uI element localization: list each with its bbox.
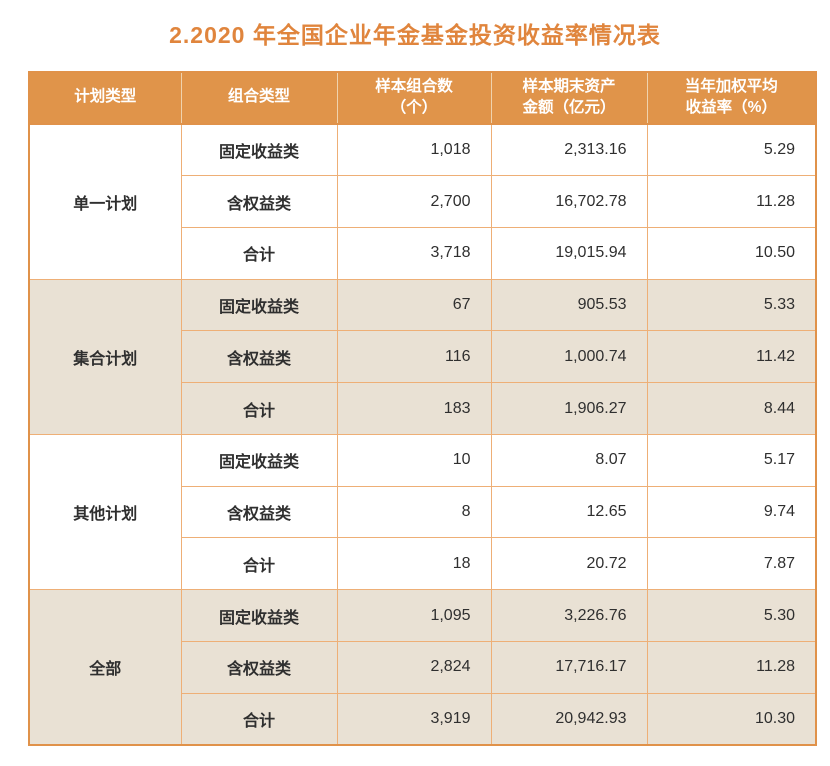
portfolio-type-cell: 含权益类 xyxy=(180,485,338,539)
return-rate-cell: 11.28 xyxy=(646,175,817,228)
plan-type-cell: 其他计划 xyxy=(28,433,182,591)
return-rate-cell: 5.30 xyxy=(646,589,817,642)
sample-count-cell: 8 xyxy=(336,485,492,539)
return-rate-cell: 7.87 xyxy=(646,537,817,591)
portfolio-type-cell: 固定收益类 xyxy=(180,589,338,642)
return-rate-cell: 9.74 xyxy=(646,485,817,539)
return-rate-cell: 11.28 xyxy=(646,640,817,694)
table-row: 合计 3,718 19,015.94 10.50 xyxy=(29,226,817,280)
sample-count-cell: 2,700 xyxy=(336,175,492,228)
header-row: 计划类型 组合类型 样本组合数 （个） 样本期末资产 金额（亿元） 当年加权平均… xyxy=(29,71,816,125)
portfolio-type-cell: 合计 xyxy=(180,692,338,746)
group-single-plan: 单一计划 固定收益类 1,018 2,313.16 5.29 含权益类 2,70… xyxy=(28,123,817,280)
sample-count-cell: 116 xyxy=(336,330,492,384)
group-collective-plan: 集合计划 固定收益类 67 905.53 5.33 含权益类 116 1,000… xyxy=(28,278,817,435)
header-cell-return-rate: 当年加权平均 收益率（%） xyxy=(646,71,816,125)
asset-amount-cell: 17,716.17 xyxy=(490,640,648,694)
group-other-plan: 其他计划 固定收益类 10 8.07 5.17 含权益类 8 12.65 9.7… xyxy=(28,433,817,591)
table-row: 含权益类 116 1,000.74 11.42 xyxy=(29,330,817,384)
portfolio-type-cell: 含权益类 xyxy=(180,175,338,228)
table-row: 单一计划 固定收益类 1,018 2,313.16 5.29 xyxy=(28,123,817,280)
page-title: 2.2020 年全国企业年金基金投资收益率情况表 xyxy=(169,22,661,48)
return-rate-cell: 11.42 xyxy=(646,330,817,384)
table-row: 含权益类 2,824 17,716.17 11.28 xyxy=(29,640,817,694)
asset-amount-cell: 1,000.74 xyxy=(490,330,648,384)
sample-count-cell: 183 xyxy=(336,382,492,435)
portfolio-type-cell: 固定收益类 xyxy=(180,433,338,487)
table-row: 含权益类 8 12.65 9.74 xyxy=(29,485,817,539)
asset-amount-cell: 16,702.78 xyxy=(490,175,648,228)
sample-count-cell: 1,095 xyxy=(336,589,492,642)
sample-count-cell: 2,824 xyxy=(336,640,492,694)
plan-type-cell: 全部 xyxy=(28,589,182,746)
return-rate-cell: 5.33 xyxy=(646,278,817,332)
sample-count-cell: 10 xyxy=(336,433,492,487)
table-row: 合计 183 1,906.27 8.44 xyxy=(29,382,817,435)
asset-amount-cell: 3,226.76 xyxy=(490,589,648,642)
portfolio-type-cell: 合计 xyxy=(180,537,338,591)
portfolio-type-cell: 固定收益类 xyxy=(180,123,338,177)
sample-count-cell: 67 xyxy=(336,278,492,332)
table-row: 全部 固定收益类 1,095 3,226.76 5.30 xyxy=(28,589,817,746)
asset-amount-cell: 12.65 xyxy=(490,485,648,539)
table-row: 其他计划 固定收益类 10 8.07 5.17 xyxy=(28,433,817,591)
return-rate-cell: 10.50 xyxy=(646,226,817,280)
sample-count-cell: 1,018 xyxy=(336,123,492,177)
portfolio-type-cell: 合计 xyxy=(180,226,338,280)
return-rate-cell: 5.17 xyxy=(646,433,817,487)
table-row: 合计 3,919 20,942.93 10.30 xyxy=(29,692,817,746)
portfolio-type-cell: 合计 xyxy=(180,382,338,435)
group-all-plans: 全部 固定收益类 1,095 3,226.76 5.30 含权益类 2,824 … xyxy=(28,589,817,746)
plan-type-cell: 集合计划 xyxy=(28,278,182,435)
return-rate-cell: 8.44 xyxy=(646,382,817,435)
portfolio-type-cell: 含权益类 xyxy=(180,330,338,384)
asset-amount-cell: 19,015.94 xyxy=(490,226,648,280)
asset-amount-cell: 2,313.16 xyxy=(490,123,648,177)
header-cell-asset-amount: 样本期末资产 金额（亿元） xyxy=(490,71,647,125)
sample-count-cell: 18 xyxy=(336,537,492,591)
header-cell-plan-type: 计划类型 xyxy=(29,71,181,125)
asset-amount-cell: 20.72 xyxy=(490,537,648,591)
table-row: 集合计划 固定收益类 67 905.53 5.33 xyxy=(28,278,817,435)
return-rate-cell: 5.29 xyxy=(646,123,817,177)
plan-type-cell: 单一计划 xyxy=(28,123,182,280)
portfolio-type-cell: 含权益类 xyxy=(180,640,338,694)
asset-amount-cell: 1,906.27 xyxy=(490,382,648,435)
portfolio-type-cell: 固定收益类 xyxy=(180,278,338,332)
asset-amount-cell: 20,942.93 xyxy=(490,692,648,746)
sample-count-cell: 3,718 xyxy=(336,226,492,280)
asset-amount-cell: 905.53 xyxy=(490,278,648,332)
asset-amount-cell: 8.07 xyxy=(490,433,648,487)
table-row: 含权益类 2,700 16,702.78 11.28 xyxy=(29,175,817,228)
annuity-returns-table: 计划类型 组合类型 样本组合数 （个） 样本期末资产 金额（亿元） 当年加权平均… xyxy=(28,70,817,746)
header-cell-sample-count: 样本组合数 （个） xyxy=(336,71,491,125)
table-row: 合计 18 20.72 7.87 xyxy=(29,537,817,591)
return-rate-cell: 10.30 xyxy=(646,692,817,746)
header-cell-portfolio-type: 组合类型 xyxy=(180,71,337,125)
sample-count-cell: 3,919 xyxy=(336,692,492,746)
